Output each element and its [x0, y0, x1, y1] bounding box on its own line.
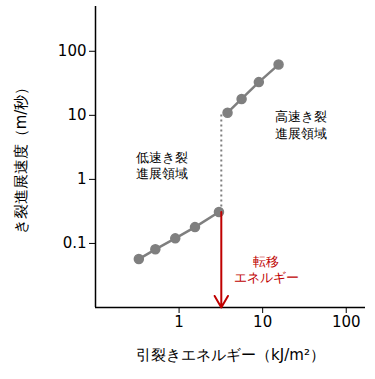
svg-text:転移エネルギー: 転移エネルギー: [234, 254, 299, 285]
svg-text:低速き裂進展領域: 低速き裂進展領域: [136, 150, 188, 182]
svg-text:10: 10: [253, 313, 272, 331]
svg-text:高速き裂進展領域: 高速き裂進展領域: [275, 109, 327, 141]
svg-text:1: 1: [77, 170, 87, 188]
svg-text:1: 1: [174, 313, 184, 331]
svg-text:100: 100: [332, 313, 361, 331]
svg-text:0.1: 0.1: [63, 234, 87, 252]
svg-text:引裂きエネルギー（kJ/m²）: 引裂きエネルギー（kJ/m²）: [136, 346, 325, 364]
svg-text:100: 100: [58, 42, 87, 60]
svg-text:10: 10: [67, 106, 86, 124]
svg-text:き裂進展速度（m/秒）: き裂進展速度（m/秒）: [12, 80, 30, 235]
